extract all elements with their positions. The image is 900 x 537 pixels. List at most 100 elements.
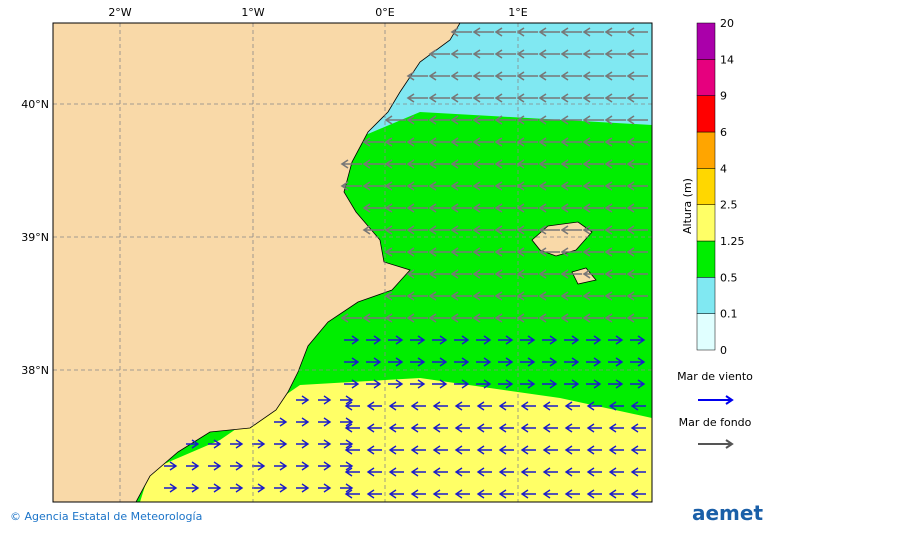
arrow (626, 181, 648, 191)
arrow (472, 93, 494, 103)
map (53, 23, 652, 502)
arrow (472, 115, 494, 125)
arrow (296, 395, 310, 405)
arrow (626, 49, 648, 59)
arrow (498, 445, 514, 455)
arrow (564, 335, 580, 345)
arrow (384, 203, 406, 213)
arrow (186, 461, 200, 471)
arrow (520, 423, 536, 433)
arrow (230, 461, 244, 471)
arrow (366, 357, 382, 367)
arrow (542, 445, 558, 455)
arrow (450, 313, 472, 323)
arrow (494, 225, 516, 235)
arrow (586, 357, 602, 367)
arrow (560, 225, 582, 235)
arrow (604, 313, 626, 323)
arrow (366, 467, 382, 477)
arrow (698, 439, 734, 449)
arrow (608, 357, 624, 367)
arrow (542, 467, 558, 477)
arrow (252, 461, 266, 471)
lat-label: 40°N (21, 98, 49, 111)
arrow (626, 313, 648, 323)
arrow (472, 159, 494, 169)
arrow (366, 423, 382, 433)
arrow (454, 401, 470, 411)
arrow (582, 313, 604, 323)
arrow (542, 357, 558, 367)
arrow (450, 225, 472, 235)
arrow (428, 313, 450, 323)
arrow (410, 445, 426, 455)
arrow (344, 357, 360, 367)
arrow (582, 159, 604, 169)
arrow (626, 291, 648, 301)
arrow (698, 395, 734, 405)
arrow (494, 247, 516, 257)
arrow (586, 401, 602, 411)
arrow (608, 423, 624, 433)
wave-arrows (164, 27, 648, 499)
colorbar-segment (696, 277, 716, 314)
arrow (340, 461, 354, 471)
arrow (564, 357, 580, 367)
arrow (494, 115, 516, 125)
arrow (406, 137, 428, 147)
arrow (516, 93, 538, 103)
colorbar-tick: 2.5 (720, 199, 738, 212)
colorbar-tick: 0 (720, 344, 727, 357)
arrow (410, 357, 426, 367)
arrow (366, 335, 382, 345)
arrow (520, 379, 536, 389)
colorbar-segment (696, 22, 716, 60)
colorbar-tick: 9 (720, 90, 727, 103)
arrow (406, 203, 428, 213)
arrow (384, 181, 406, 191)
arrow (560, 313, 582, 323)
arrow (604, 49, 626, 59)
arrow (296, 461, 310, 471)
arrow (252, 439, 266, 449)
arrow (586, 445, 602, 455)
arrow (538, 181, 560, 191)
arrow (476, 335, 492, 345)
arrow (626, 137, 648, 147)
arrow (608, 445, 624, 455)
arrow (608, 489, 624, 499)
arrow (538, 159, 560, 169)
arrow (542, 423, 558, 433)
legend-arrows (698, 395, 734, 449)
arrow (476, 379, 492, 389)
colorbar-tick: 4 (720, 162, 727, 175)
arrow (318, 439, 332, 449)
colorbar-tick: 14 (720, 53, 734, 66)
arrow (538, 291, 560, 301)
arrow (428, 93, 450, 103)
arrow (406, 93, 428, 103)
colorbar-tick: 0.5 (720, 271, 738, 284)
arrow (428, 269, 450, 279)
arrow (586, 423, 602, 433)
arrow (560, 27, 582, 37)
arrow (476, 401, 492, 411)
arrow (582, 291, 604, 301)
arrow (428, 225, 450, 235)
arrow (384, 159, 406, 169)
arrow (604, 137, 626, 147)
arrow (560, 71, 582, 81)
arrow (626, 27, 648, 37)
arrow (432, 467, 448, 477)
arrow (340, 417, 354, 427)
arrow (366, 379, 382, 389)
colorbar-tick: 1.25 (720, 235, 745, 248)
colorbar-tick: 0.1 (720, 308, 738, 321)
arrow (344, 379, 360, 389)
arrow (432, 379, 448, 389)
arrow (520, 335, 536, 345)
arrow (340, 483, 354, 493)
arrow (582, 247, 604, 257)
arrow (454, 445, 470, 455)
lon-label: 1°E (508, 6, 527, 19)
